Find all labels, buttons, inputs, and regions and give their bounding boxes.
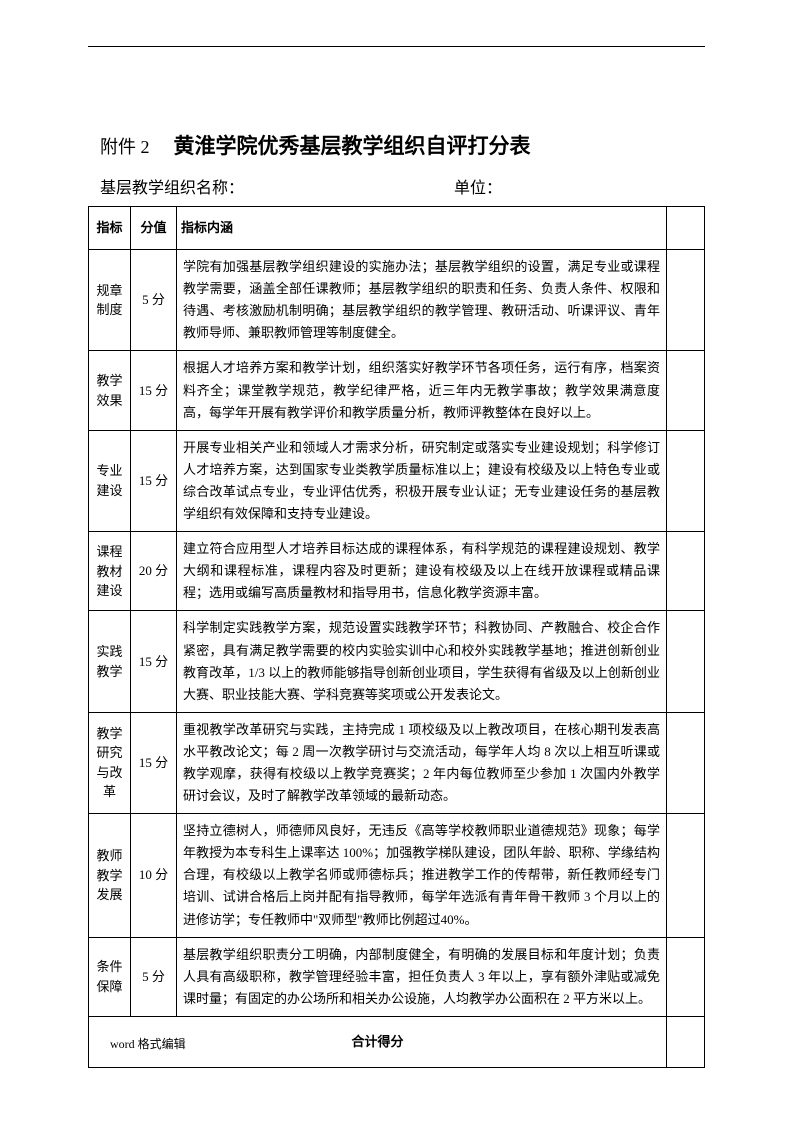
- cell-blank: [667, 250, 705, 351]
- cell-indicator: 教学研究与改革: [89, 712, 131, 813]
- evaluation-table: 指标 分值 指标内涵 规章制度 5 分 学院有加强基层教学组织建设的实施办法；基…: [88, 206, 705, 1068]
- cell-blank: [667, 937, 705, 1016]
- cell-score: 20 分: [131, 532, 177, 611]
- header-rule: [88, 46, 705, 47]
- cell-content: 学院有加强基层教学组织建设的实施办法；基层教学组织的设置，满足专业或课程教学需要…: [177, 250, 667, 351]
- cell-blank: [667, 430, 705, 531]
- attachment-label: 附件 2: [100, 133, 150, 159]
- cell-content: 坚持立德树人，师德师风良好，无违反《高等学校教师职业道德规范》现象；每学年教授为…: [177, 814, 667, 937]
- cell-score: 15 分: [131, 712, 177, 813]
- table-row: 条件保障 5 分 基层教学组织职责分工明确，内部制度健全，有明确的发展目标和年度…: [89, 937, 705, 1016]
- table-row: 教师教学发展 10 分 坚持立德树人，师德师风良好，无违反《高等学校教师职业道德…: [89, 814, 705, 937]
- cell-blank: [667, 611, 705, 712]
- cell-score: 15 分: [131, 430, 177, 531]
- footer-text: word 格式编辑: [110, 1035, 186, 1052]
- cell-blank: [667, 712, 705, 813]
- cell-indicator: 教学效果: [89, 351, 131, 430]
- col-header-content: 指标内涵: [177, 207, 667, 250]
- cell-content: 开展专业相关产业和领域人才需求分析，研究制定或落实专业建设规划；科学修订人才培养…: [177, 430, 667, 531]
- page-content: 附件 2 黄淮学院优秀基层教学组织自评打分表 基层教学组织名称： 单位： 指标 …: [0, 0, 793, 1128]
- table-row: 专业建设 15 分 开展专业相关产业和领域人才需求分析，研究制定或落实专业建设规…: [89, 430, 705, 531]
- cell-score: 15 分: [131, 351, 177, 430]
- col-header-blank: [667, 207, 705, 250]
- cell-indicator: 规章制度: [89, 250, 131, 351]
- cell-indicator: 教师教学发展: [89, 814, 131, 937]
- cell-indicator: 实践教学: [89, 611, 131, 712]
- cell-content: 重视教学改革研究与实践，主持完成 1 项校级及以上教改项目，在核心期刊发表高水平…: [177, 712, 667, 813]
- cell-content: 建立符合应用型人才培养目标达成的课程体系，有科学规范的课程建设规划、教学大纲和课…: [177, 532, 667, 611]
- cell-score: 10 分: [131, 814, 177, 937]
- cell-indicator: 课程教材建设: [89, 532, 131, 611]
- col-header-indicator: 指标: [89, 207, 131, 250]
- main-title: 黄淮学院优秀基层教学组织自评打分表: [174, 130, 531, 160]
- col-header-score: 分值: [131, 207, 177, 250]
- cell-content: 科学制定实践教学方案，规范设置实践教学环节；科教协同、产教融合、校企合作紧密，具…: [177, 611, 667, 712]
- cell-indicator: 专业建设: [89, 430, 131, 531]
- sub-header: 基层教学组织名称： 单位：: [100, 174, 705, 198]
- cell-content: 基层教学组织职责分工明确，内部制度健全，有明确的发展目标和年度计划；负责人具有高…: [177, 937, 667, 1016]
- table-row: 课程教材建设 20 分 建立符合应用型人才培养目标达成的课程体系，有科学规范的课…: [89, 532, 705, 611]
- table-header-row: 指标 分值 指标内涵: [89, 207, 705, 250]
- cell-indicator: 条件保障: [89, 937, 131, 1016]
- cell-score: 5 分: [131, 937, 177, 1016]
- cell-score: 5 分: [131, 250, 177, 351]
- cell-score: 15 分: [131, 611, 177, 712]
- table-row: 规章制度 5 分 学院有加强基层教学组织建设的实施办法；基层教学组织的设置，满足…: [89, 250, 705, 351]
- cell-blank: [667, 532, 705, 611]
- cell-blank: [667, 351, 705, 430]
- table-row: 教学研究与改革 15 分 重视教学改革研究与实践，主持完成 1 项校级及以上教改…: [89, 712, 705, 813]
- cell-blank: [667, 814, 705, 937]
- table-row: 实践教学 15 分 科学制定实践教学方案，规范设置实践教学环节；科教协同、产教融…: [89, 611, 705, 712]
- cell-content: 根据人才培养方案和教学计划，组织落实好教学环节各项任务，运行有序，档案资料齐全；…: [177, 351, 667, 430]
- table-row: 教学效果 15 分 根据人才培养方案和教学计划，组织落实好教学环节各项任务，运行…: [89, 351, 705, 430]
- org-name-label: 基层教学组织名称：: [100, 174, 244, 198]
- unit-label: 单位：: [454, 174, 502, 198]
- total-blank: [667, 1016, 705, 1067]
- title-section: 附件 2 黄淮学院优秀基层教学组织自评打分表: [100, 130, 705, 160]
